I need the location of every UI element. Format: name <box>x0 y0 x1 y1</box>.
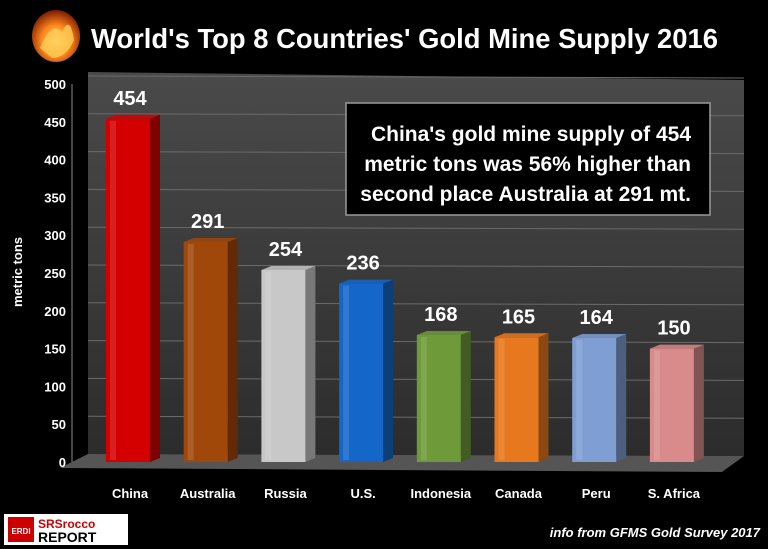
bar-russia <box>261 265 316 462</box>
bar-highlight <box>265 271 272 460</box>
y-tick-label: 400 <box>44 153 66 168</box>
bar-highlight <box>576 340 583 460</box>
bar-side <box>538 333 549 462</box>
y-tick-label: 300 <box>44 228 66 243</box>
bar-highlight <box>653 350 660 460</box>
y-tick-label: 350 <box>44 190 66 205</box>
data-label: 150 <box>657 318 690 340</box>
bar-front <box>106 118 150 462</box>
chart-title: World's Top 8 Countries' Gold Mine Suppl… <box>91 23 718 54</box>
annotation-line-1: China's gold mine supply of 454 <box>371 123 691 146</box>
bar-highlight <box>343 285 350 460</box>
bar-side <box>693 344 704 462</box>
bar-side <box>616 334 627 462</box>
bar-s-africa <box>649 344 704 462</box>
y-tick-label: 50 <box>52 417 66 432</box>
x-tick-label: Australia <box>180 486 236 501</box>
data-label: 165 <box>502 306 535 328</box>
bar-top <box>649 344 704 349</box>
bar-u-s <box>339 279 394 462</box>
bar-highlight <box>498 339 505 460</box>
annotation-box: China's gold mine supply of 454 metric t… <box>345 102 711 216</box>
logo-badge-text: ERDI <box>11 527 30 536</box>
x-tick-label: Indonesia <box>410 486 471 501</box>
y-tick-label: 200 <box>44 304 66 319</box>
bar-side <box>150 114 160 462</box>
bar-australia <box>183 238 238 462</box>
bar-top <box>416 330 471 335</box>
gridline <box>87 75 745 79</box>
data-label: 291 <box>191 211 224 233</box>
bar-side <box>227 238 238 462</box>
bar-front <box>183 242 228 462</box>
bar-front <box>416 334 461 462</box>
bar-peru <box>572 334 627 462</box>
bar-side <box>460 330 471 462</box>
data-label: 236 <box>346 253 379 275</box>
data-label: 164 <box>580 307 614 329</box>
annotation-line-2: metric tons was 56% higher than <box>364 153 691 176</box>
logo-brand-top: SRSrocco <box>38 517 95 531</box>
bar-indonesia <box>416 330 471 462</box>
bar-highlight <box>187 244 194 460</box>
bar-front <box>572 338 617 462</box>
bar-top <box>261 265 316 270</box>
y-tick-labels: 0 50 100 150 200 250 300 350 400 450 500 <box>44 77 66 470</box>
x-tick-label: U.S. <box>350 486 375 501</box>
x-tick-label: China <box>112 486 149 501</box>
x-tick-label: Canada <box>495 486 543 501</box>
data-label: 254 <box>269 239 303 261</box>
y-tick-label: 100 <box>44 379 66 394</box>
bar-top <box>106 114 160 119</box>
bar-china <box>106 114 160 462</box>
y-tick-label: 0 <box>59 455 66 470</box>
data-label: 454 <box>113 88 147 110</box>
bar-top <box>494 333 549 338</box>
bar-front <box>261 269 306 462</box>
bar-front <box>494 337 539 462</box>
bar-side <box>305 265 316 462</box>
bar-front <box>339 283 384 462</box>
gold-flame-icon <box>32 10 80 62</box>
x-tick-label: S. Africa <box>648 486 701 501</box>
bar-side <box>383 279 394 462</box>
data-labels: 454 291 254 236 168 165 164 150 <box>113 88 690 340</box>
srsrocco-report-logo: ERDI SRSrocco REPORT <box>4 514 128 545</box>
annotation-line-3: second place Australia at 291 mt. <box>360 183 691 206</box>
y-axis-label: metric tons <box>10 237 25 307</box>
y-tick-label: 250 <box>44 266 66 281</box>
source-note: info from GFMS Gold Survey 2017 <box>550 525 761 540</box>
data-label: 168 <box>424 304 457 326</box>
gridline <box>87 226 745 230</box>
bar-canada <box>494 333 549 462</box>
logo-brand-bottom: REPORT <box>38 529 97 545</box>
x-tick-labels: China Australia Russia U.S. Indonesia Canada P… <box>112 486 701 501</box>
y-tick-label: 450 <box>44 115 66 130</box>
bar-top <box>183 238 238 243</box>
x-tick-label: Russia <box>264 486 307 501</box>
bar-top <box>339 279 394 284</box>
bar-highlight <box>420 336 427 460</box>
bar-front <box>649 348 694 462</box>
plot-floor <box>60 454 744 472</box>
x-tick-label: Peru <box>582 486 611 501</box>
bars <box>106 114 704 462</box>
bar-top <box>572 334 627 339</box>
y-tick-label: 150 <box>44 342 66 357</box>
y-tick-label: 500 <box>44 77 66 92</box>
bar-highlight <box>110 120 116 460</box>
